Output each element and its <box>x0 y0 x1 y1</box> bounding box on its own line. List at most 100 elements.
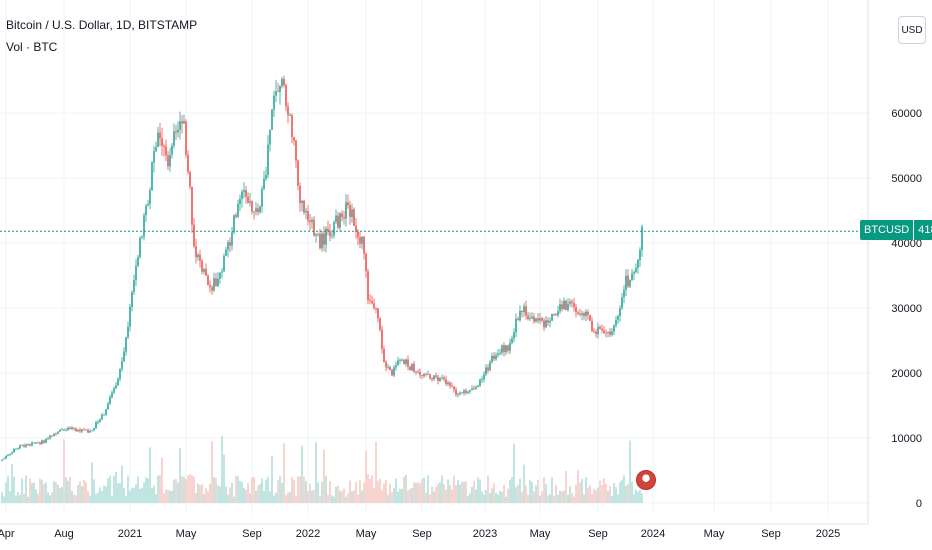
x-tick-label: May <box>704 528 725 540</box>
volume-bar <box>453 475 455 503</box>
candle-body <box>117 378 119 386</box>
candle-body <box>269 129 271 145</box>
candle-body <box>85 429 87 431</box>
candle-body <box>291 115 293 138</box>
volume-bar <box>101 491 103 503</box>
volume-bar <box>631 481 633 503</box>
volume-bar <box>91 462 93 503</box>
volume-bar <box>351 491 353 503</box>
volume-bar <box>305 481 307 503</box>
volume-bar <box>281 482 283 503</box>
candle-body <box>537 318 539 321</box>
candle-body <box>459 392 461 395</box>
volume-bar <box>573 496 575 503</box>
volume-bar <box>155 494 157 503</box>
volume-bar <box>335 486 337 503</box>
candle-body <box>493 355 495 360</box>
volume-bar <box>549 494 551 503</box>
volume-bar <box>439 482 441 503</box>
candle-body <box>563 300 565 310</box>
volume-bar <box>195 492 197 503</box>
candle-body <box>195 246 197 258</box>
volume-bar <box>299 476 301 503</box>
volume-bar <box>267 476 269 503</box>
candle-body <box>407 359 409 367</box>
candle-body <box>593 331 595 333</box>
x-tick-label: 2022 <box>296 528 320 540</box>
candle-body <box>271 109 273 130</box>
candle-body <box>585 311 587 317</box>
axes: 0 10000 20000 30000 40000 50000 60000 Apr Aug 202… <box>0 0 922 540</box>
candle-body <box>395 365 397 368</box>
volume-bar <box>507 488 509 503</box>
volume-bar <box>345 496 347 503</box>
candle-body <box>243 190 245 192</box>
candle-body <box>583 313 585 317</box>
volume-bar <box>437 483 439 503</box>
volume-bar <box>421 479 423 503</box>
volume-bar <box>403 476 405 503</box>
candle-body <box>631 273 633 280</box>
candle-body <box>489 362 491 371</box>
volume-bar <box>339 490 341 503</box>
volume-bar <box>599 480 601 503</box>
candle-body <box>331 235 333 237</box>
volume-bar <box>85 482 87 503</box>
volume-bar <box>165 489 167 503</box>
candle-body <box>23 445 25 447</box>
volume-bar <box>331 495 333 503</box>
x-tick-label: May <box>530 528 551 540</box>
candle-body <box>349 205 351 217</box>
volume-bar <box>157 475 159 503</box>
volume-bar <box>167 489 169 503</box>
volume-bar <box>201 484 203 503</box>
candle-body <box>247 196 249 203</box>
candle-body <box>545 320 547 328</box>
candle-body <box>595 331 597 335</box>
volume-bar <box>37 493 39 503</box>
volume-bar <box>535 485 537 503</box>
volume-bar <box>191 475 193 503</box>
volume-bar <box>11 464 13 503</box>
volume-bar <box>347 493 349 503</box>
candle-body <box>155 146 157 152</box>
currency-button[interactable]: USD <box>898 16 926 44</box>
candle-body <box>629 279 631 287</box>
volume-bar <box>259 483 261 503</box>
candle-body <box>287 106 289 116</box>
candle-body <box>455 389 457 395</box>
volume-indicator-label: Vol · BTC <box>6 40 58 54</box>
candle-body <box>109 396 111 404</box>
volume-bar <box>465 481 467 503</box>
volume-bar <box>39 478 41 503</box>
candle-body <box>145 205 147 216</box>
candle-body <box>231 232 233 246</box>
candle-body <box>137 257 139 266</box>
candle-body <box>609 331 611 335</box>
candle-body <box>253 211 255 213</box>
candle-body <box>447 382 449 385</box>
candle-body <box>559 304 561 312</box>
volume-bar <box>317 482 319 503</box>
volume-bar <box>207 491 209 503</box>
candle-body <box>467 391 469 393</box>
volume-bar <box>197 483 199 503</box>
volume-bar <box>225 486 227 503</box>
candle-body <box>255 208 257 212</box>
candle-body <box>325 228 327 245</box>
volume-bar <box>137 476 139 503</box>
volume-bar <box>407 490 409 503</box>
volume-bar <box>623 475 625 503</box>
candle-body <box>409 366 411 371</box>
volume-bar <box>503 484 505 503</box>
candle-body <box>531 316 533 319</box>
candle-body <box>295 140 297 161</box>
candle-body <box>235 215 237 217</box>
y-tick-label: 40000 <box>891 238 922 250</box>
flag-icon[interactable] <box>636 470 656 490</box>
volume-bar <box>487 475 489 503</box>
x-tick-label: Apr <box>0 528 15 540</box>
candle-body <box>89 431 91 433</box>
volume-bar <box>319 496 321 503</box>
